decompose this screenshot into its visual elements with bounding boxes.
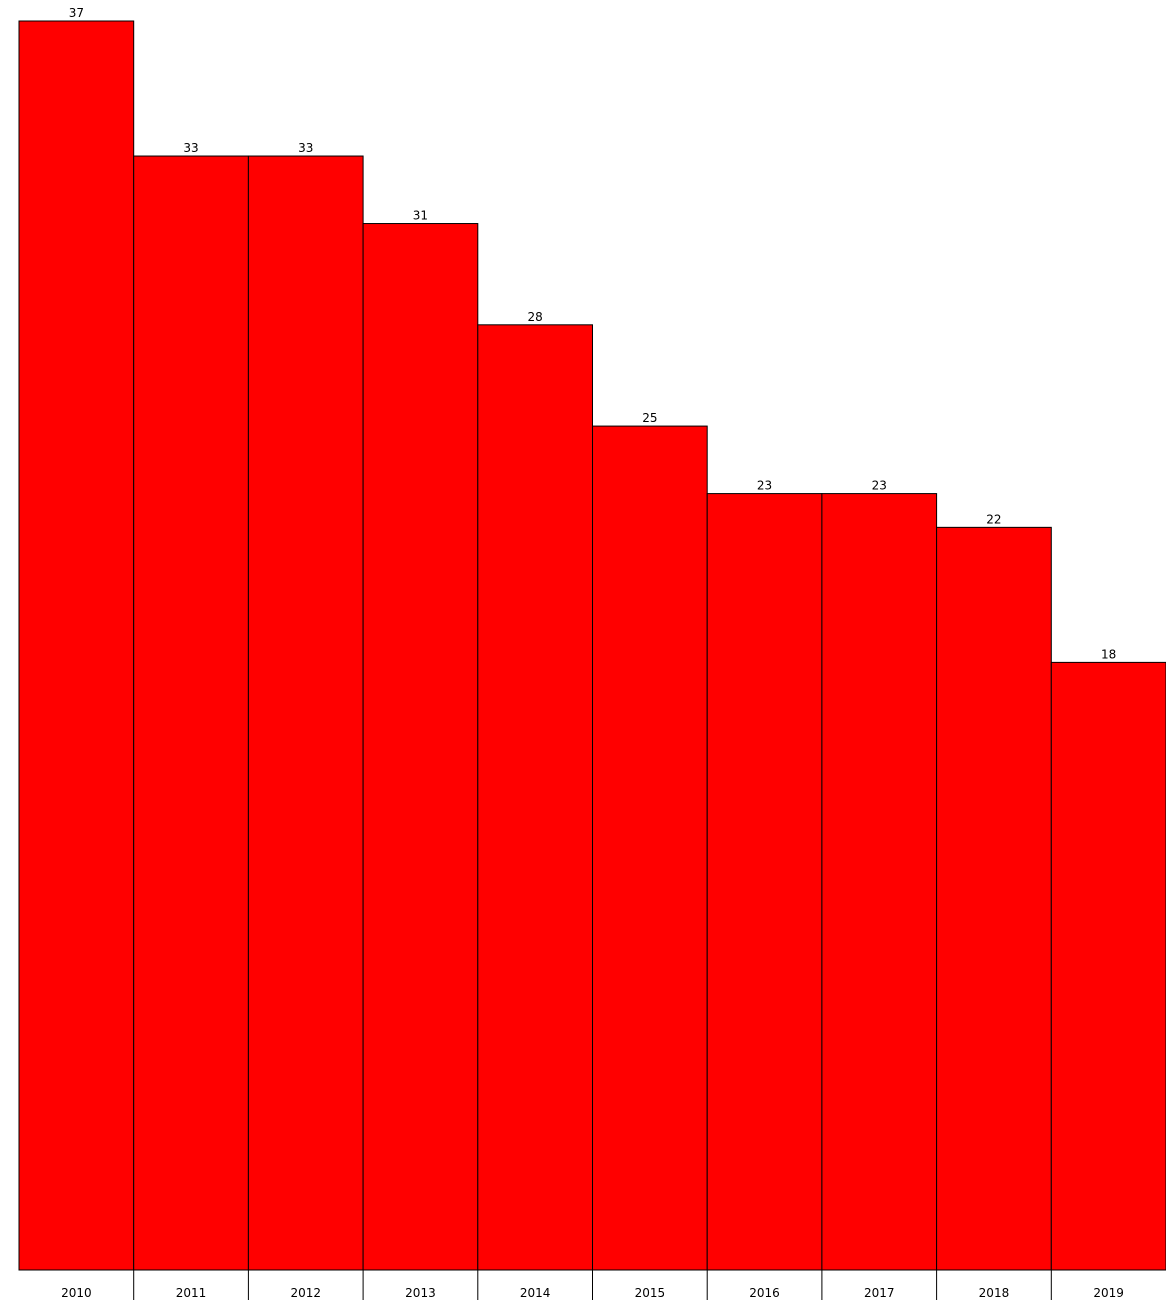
- bar-value-label: 37: [69, 6, 84, 20]
- x-tick-label: 2015: [635, 1286, 666, 1300]
- x-tick-label: 2016: [749, 1286, 780, 1300]
- bar-2015: [592, 425, 708, 1271]
- x-tick-label: 2017: [864, 1286, 895, 1300]
- bar-2017: [821, 493, 938, 1271]
- data-labels-layer: 37 33 33 31 28 25 23 23 22 18: [69, 6, 1117, 661]
- x-tick-label: 2019: [1093, 1286, 1124, 1300]
- bar-2016: [706, 493, 823, 1271]
- bar-value-label: 23: [872, 479, 887, 493]
- bar-value-label: 25: [642, 411, 657, 425]
- x-tick-label: 2012: [290, 1286, 321, 1300]
- bar-2012: [247, 155, 364, 1271]
- bar-value-label: 28: [528, 310, 543, 324]
- bar-value-label: 33: [183, 141, 198, 155]
- bar-value-label: 22: [986, 512, 1001, 526]
- x-tick-label: 2013: [405, 1286, 436, 1300]
- bar-2018: [936, 526, 1052, 1271]
- x-tick-label: 2018: [979, 1286, 1010, 1300]
- x-tick-label: 2014: [520, 1286, 551, 1300]
- x-tick-label: 2011: [176, 1286, 207, 1300]
- bar-2019: [1050, 661, 1166, 1271]
- x-axis: 2010 2011 2012 2013 2014 2015 2016 2017 2018 2019: [19, 1269, 1166, 1300]
- bar-2010: [18, 20, 135, 1271]
- bar-value-label: 18: [1101, 647, 1116, 661]
- bar-2014: [477, 324, 593, 1271]
- x-tick-label: 2010: [61, 1286, 92, 1300]
- bars-layer: [18, 20, 1166, 1271]
- bar-2011: [133, 155, 249, 1271]
- bar-2013: [362, 223, 479, 1271]
- bar-value-label: 31: [413, 209, 428, 223]
- bar-value-label: 23: [757, 479, 772, 493]
- bar-value-label: 33: [298, 141, 313, 155]
